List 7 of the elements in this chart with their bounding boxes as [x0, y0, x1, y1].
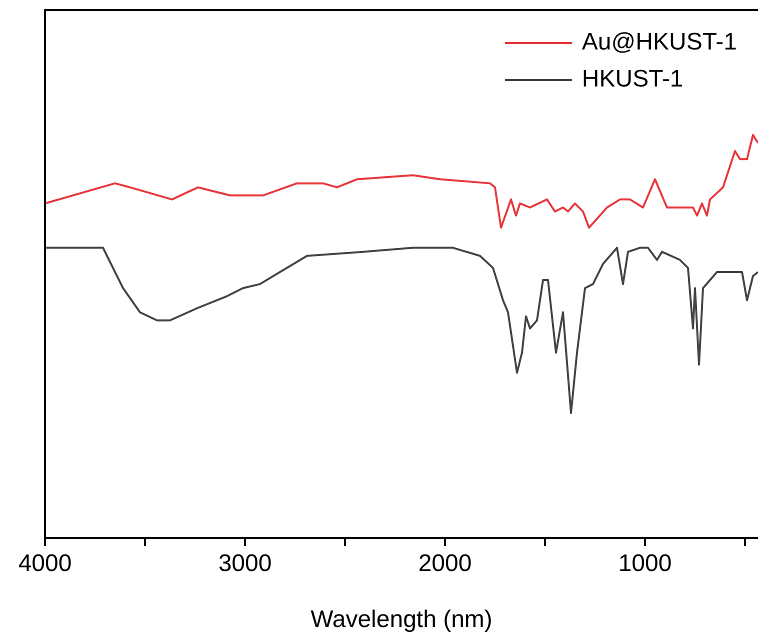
x-tick-label: 4000 — [18, 550, 72, 578]
x-tick-label: 2000 — [418, 550, 472, 578]
legend-label: Au@HKUST-1 — [582, 28, 738, 56]
x-axis-title: Wavelength (nm) — [310, 606, 492, 634]
x-tick-label: 1000 — [618, 550, 672, 578]
legend-label: HKUST-1 — [582, 66, 684, 93]
x-tick-label: 3000 — [218, 550, 272, 578]
